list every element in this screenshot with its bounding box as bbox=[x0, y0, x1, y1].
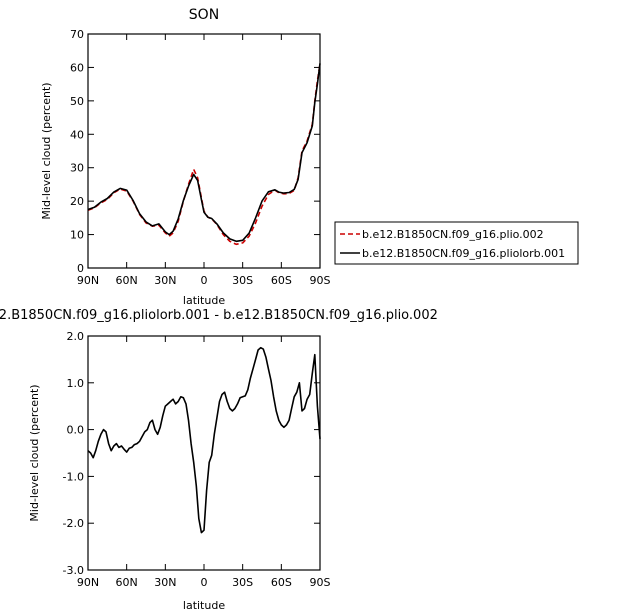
top-chart-x-tick-label: 30S bbox=[232, 274, 253, 287]
top-chart-y-tick-label: 40 bbox=[70, 128, 84, 141]
top-chart-panel: SON Mid-level cloud (percent) latitude 9… bbox=[40, 7, 331, 307]
top-chart-title: SON bbox=[189, 7, 219, 23]
top-chart-y-tick-label: 10 bbox=[70, 229, 84, 242]
top-chart-x-tick-label: 60S bbox=[271, 274, 292, 287]
top-chart-plot-frame bbox=[87, 33, 321, 269]
legend-label-pliolorb: b.e12.B1850CN.f09_g16.pliolorb.001 bbox=[362, 247, 565, 260]
legend: b.e12.B1850CN.f09_g16.plio.002 b.e12.B18… bbox=[334, 221, 579, 265]
bottom-chart-x-tick-label: 90S bbox=[310, 576, 331, 589]
top-chart-y-tick-label: 60 bbox=[70, 61, 84, 74]
bottom-chart-x-tick-label: 90N bbox=[77, 576, 99, 589]
bottom-chart-y-tick-label: -2.0 bbox=[63, 517, 84, 530]
top-chart-x-tick-label: 60N bbox=[116, 274, 138, 287]
legend-box bbox=[334, 221, 579, 265]
top-chart-series-line-0 bbox=[87, 63, 321, 246]
top-chart-x-tick-label: 90N bbox=[77, 274, 99, 287]
bottom-chart-x-axis-label: latitude bbox=[183, 599, 225, 612]
top-chart-y-tick-label: 50 bbox=[70, 95, 84, 108]
top-chart-y-tick-label: 30 bbox=[70, 162, 84, 175]
top-chart-series-line-1 bbox=[87, 63, 321, 243]
top-chart-y-axis-label: Mid-level cloud (percent) bbox=[40, 82, 53, 219]
bottom-chart-y-tick-label: 0.0 bbox=[67, 424, 85, 437]
bottom-chart-series-line-0 bbox=[87, 346, 321, 534]
top-chart-x-tick-label: 30N bbox=[154, 274, 176, 287]
bottom-chart-y-axis-label: Mid-level cloud (percent) bbox=[28, 384, 41, 521]
legend-label-plio: b.e12.B1850CN.f09_g16.plio.002 bbox=[362, 228, 544, 241]
bottom-chart-panel: b.e12.B1850CN.f09_g16.pliolorb.001 - b.e… bbox=[0, 308, 438, 612]
top-chart-y-tick-label: 70 bbox=[70, 28, 84, 41]
bottom-chart-title: b.e12.B1850CN.f09_g16.pliolorb.001 - b.e… bbox=[0, 308, 438, 323]
top-chart-y-tick-label: 20 bbox=[70, 195, 84, 208]
bottom-chart-x-tick-label: 60S bbox=[271, 576, 292, 589]
bottom-chart-y-tick-label: -1.0 bbox=[63, 470, 84, 483]
top-chart-x-tick-label: 0 bbox=[201, 274, 208, 287]
bottom-chart-y-tick-label: 2.0 bbox=[67, 330, 85, 343]
bottom-chart-plot-frame bbox=[87, 335, 321, 571]
bottom-chart-x-tick-label: 30S bbox=[232, 576, 253, 589]
top-chart-x-axis-label: latitude bbox=[183, 294, 225, 307]
top-chart-x-tick-label: 90S bbox=[310, 274, 331, 287]
bottom-chart-y-tick-label: 1.0 bbox=[67, 377, 85, 390]
bottom-chart-y-tick-label: -3.0 bbox=[63, 564, 84, 577]
top-chart-y-tick-label: 0 bbox=[77, 262, 84, 275]
bottom-chart-x-tick-label: 30N bbox=[154, 576, 176, 589]
bottom-chart-x-tick-label: 60N bbox=[116, 576, 138, 589]
bottom-chart-x-tick-label: 0 bbox=[201, 576, 208, 589]
